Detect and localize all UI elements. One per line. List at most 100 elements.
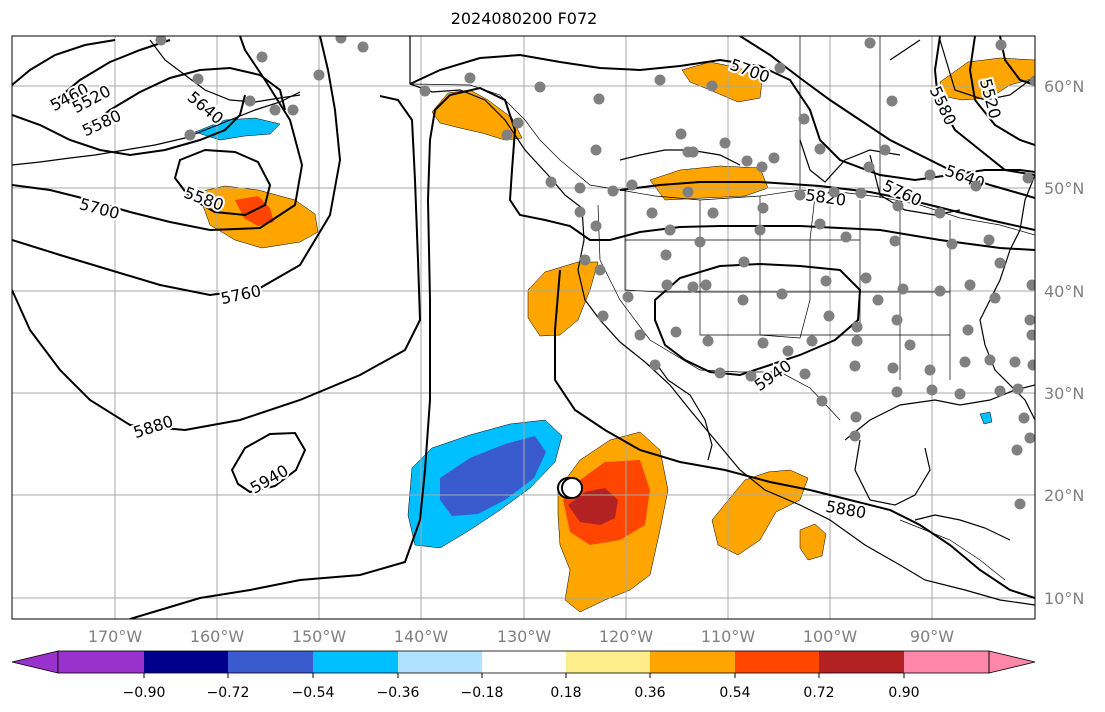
station-dot <box>964 279 976 291</box>
station-dot <box>687 281 699 293</box>
latitude-labels: 60°N 50°N 40°N 30°N 20°N 10°N <box>1044 77 1084 608</box>
colorbar-bin <box>228 651 313 673</box>
station-dot <box>864 37 876 49</box>
station-dot <box>714 367 726 379</box>
colorbar-extend-high <box>988 650 1036 674</box>
station-dot <box>1024 432 1035 444</box>
station-dot <box>545 176 557 188</box>
map-panel[interactable]: 5460 5520 5580 5640 5580 5700 5760 5880 … <box>11 33 1041 620</box>
station-dot <box>590 144 602 156</box>
station-dot <box>776 288 788 300</box>
station-dot <box>1018 412 1030 424</box>
colorbar-bin <box>58 651 144 673</box>
station-dot <box>754 224 766 236</box>
station-dot <box>664 224 676 236</box>
station-dot <box>579 254 591 266</box>
station-dot <box>774 62 786 74</box>
station-dot <box>989 292 1001 304</box>
station-dot <box>816 395 828 407</box>
station-dot <box>741 155 753 167</box>
lat-label: 40°N <box>1044 282 1084 301</box>
station-dot <box>1026 279 1035 291</box>
station-dot <box>335 36 347 44</box>
station-dot <box>654 74 666 86</box>
station-dot <box>256 51 268 63</box>
station-dot <box>984 354 996 366</box>
station-dot <box>959 356 971 368</box>
colorbar-bin <box>144 651 228 673</box>
station-dot <box>799 368 811 380</box>
station-dot <box>768 152 780 164</box>
station-dot <box>897 283 909 295</box>
lon-label: 100°W <box>803 627 858 646</box>
colorbar-bin <box>819 651 904 673</box>
lat-label: 30°N <box>1044 384 1084 403</box>
station-dot <box>798 113 810 125</box>
colorbar-bin <box>482 651 566 673</box>
positive-anomaly-hudson <box>681 61 763 103</box>
station-dot <box>419 85 431 97</box>
station-dot <box>590 220 602 232</box>
storm-marker <box>557 477 583 499</box>
station-dot <box>851 335 863 347</box>
station-dot <box>891 386 903 398</box>
station-dot <box>850 411 862 423</box>
station-dot <box>634 329 646 341</box>
colorbar-bin <box>566 651 650 673</box>
station-dot <box>983 234 995 246</box>
station-dot <box>814 218 826 230</box>
negative-anomaly-gulf <box>979 411 993 425</box>
lon-label: 160°W <box>190 627 245 646</box>
station-dot <box>886 95 898 107</box>
station-dot <box>994 385 1006 397</box>
station-dot <box>970 180 982 192</box>
colorbar-tick-label: 0.90 <box>888 685 919 701</box>
station-dot <box>649 359 661 371</box>
station-dot <box>1012 383 1024 395</box>
station-dot <box>849 430 861 442</box>
station-dot <box>626 179 638 191</box>
lat-label: 60°N <box>1044 77 1084 96</box>
colorbar-tick-label: −0.54 <box>292 685 335 701</box>
colorbar-tick-label: 0.72 <box>803 685 834 701</box>
station-dot <box>675 128 687 140</box>
station-dot <box>872 294 884 306</box>
station-dot <box>574 206 586 218</box>
station-dot <box>707 207 719 219</box>
colorbar-tick-label: −0.72 <box>207 685 250 701</box>
lon-label: 110°W <box>701 627 756 646</box>
colorbar-bin <box>735 651 819 673</box>
station-dot <box>820 275 832 287</box>
colorbar: −0.90 −0.72 −0.54 −0.36 −0.18 0.18 0.36 … <box>11 650 1036 701</box>
station-dot <box>687 146 699 158</box>
station-dot <box>313 69 325 81</box>
station-dot <box>823 310 835 322</box>
station-dot <box>155 36 167 46</box>
station-dot <box>269 104 281 116</box>
station-dot <box>757 202 769 214</box>
station-dot <box>892 200 904 212</box>
station-dot <box>954 388 966 400</box>
station-dot <box>1024 314 1035 326</box>
station-dot <box>593 93 605 105</box>
lat-label: 20°N <box>1044 486 1084 505</box>
station-dot <box>661 279 673 291</box>
station-dot <box>622 291 634 303</box>
lon-label: 90°W <box>910 627 954 646</box>
station-dot <box>184 129 196 141</box>
station-dot <box>924 364 936 376</box>
station-dot <box>904 339 916 351</box>
station-dot <box>794 189 806 201</box>
station-dot <box>782 345 794 357</box>
station-dot <box>512 117 524 129</box>
station-dot <box>879 144 891 156</box>
colorbar-bin <box>398 651 482 673</box>
lon-label: 130°W <box>497 627 552 646</box>
station-dot <box>192 73 204 85</box>
station-dot <box>700 279 712 291</box>
colorbar-tick-label: 0.54 <box>719 685 750 701</box>
colorbar-bin <box>650 651 735 673</box>
colorbar-bin <box>904 651 989 673</box>
station-dot <box>670 326 682 338</box>
